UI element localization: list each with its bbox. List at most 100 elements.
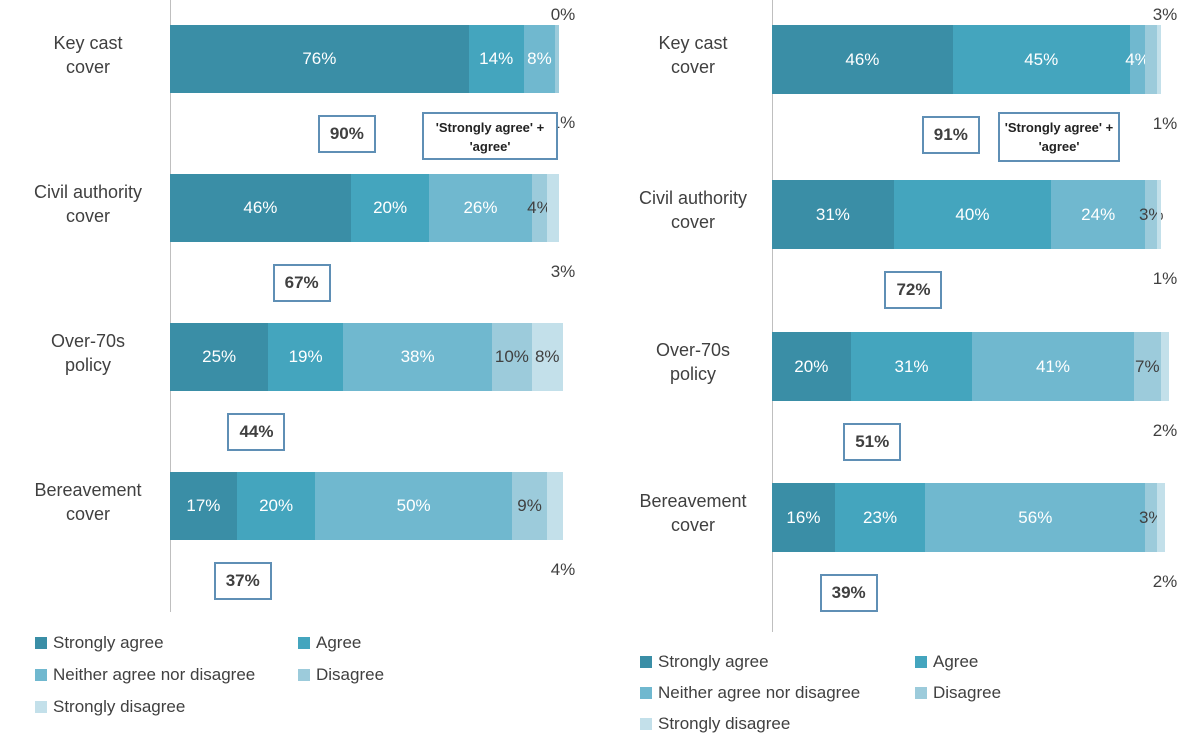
data-label: 3% xyxy=(1152,5,1178,24)
legend-swatch xyxy=(640,656,652,668)
total-box: 91% xyxy=(921,116,980,154)
data-label: 2% xyxy=(1152,421,1178,440)
axis-line xyxy=(772,0,773,632)
data-label: 24% xyxy=(1081,204,1116,224)
legend-item: Disagree xyxy=(298,665,384,685)
data-label: 31% xyxy=(815,204,850,224)
bar-segment xyxy=(1145,25,1158,94)
legend-swatch xyxy=(298,637,310,649)
data-label: 41% xyxy=(1035,356,1070,376)
bar-segment xyxy=(268,323,343,391)
data-label: 4% xyxy=(550,560,576,579)
bar-segment xyxy=(1145,483,1158,552)
total-box: 67% xyxy=(272,264,331,302)
data-label: 31% xyxy=(894,356,929,376)
legend-item: Strongly agree xyxy=(640,652,769,672)
legend-swatch xyxy=(35,669,47,681)
bar-segment xyxy=(1145,180,1158,249)
data-label: 19% xyxy=(288,347,323,366)
axis-line xyxy=(170,0,171,612)
data-label: 3% xyxy=(550,262,576,281)
legend-label: Strongly agree xyxy=(658,652,769,671)
bar-segment xyxy=(850,332,973,401)
data-label: 17% xyxy=(186,496,221,515)
category-label: Civil authority cover xyxy=(33,182,143,226)
data-label: 38% xyxy=(400,347,435,366)
bar-segment xyxy=(1129,25,1146,94)
data-label: 14% xyxy=(479,49,514,68)
bar-segment xyxy=(555,25,560,93)
legend-item: Disagree xyxy=(915,683,1001,703)
data-label: 76% xyxy=(302,49,337,68)
bar-segment xyxy=(1157,180,1162,249)
data-label: 26% xyxy=(463,198,498,217)
total-box: 90% xyxy=(317,115,376,153)
data-label: 4% xyxy=(1125,49,1150,69)
legend-label: Disagree xyxy=(933,683,1002,702)
legend-label: Neither agree nor disagree xyxy=(53,665,256,684)
bar-segment xyxy=(170,25,469,93)
data-label: 45% xyxy=(1024,49,1059,69)
data-label: 56% xyxy=(1018,507,1053,527)
annotation: 'Strongly agree' + 'agree' xyxy=(998,112,1120,162)
data-label: 2% xyxy=(1152,572,1178,591)
category-label: Over-70s policy xyxy=(50,331,126,375)
bar-segment xyxy=(772,483,835,552)
data-label: 3% xyxy=(1138,507,1164,527)
bar-segment xyxy=(772,25,953,94)
bar-segment xyxy=(170,472,237,540)
category-label: Key cast cover xyxy=(53,33,123,77)
legend-swatch xyxy=(915,687,927,699)
legend-swatch xyxy=(35,701,47,713)
total-box: 72% xyxy=(884,271,943,309)
legend-label: Neither agree nor disagree xyxy=(658,683,861,702)
bar-segment xyxy=(972,332,1134,401)
bar-segment xyxy=(834,483,926,552)
data-label: 0% xyxy=(550,5,576,24)
bar-segment xyxy=(952,25,1130,94)
data-label: 3% xyxy=(1138,204,1164,224)
legend-item: Strongly agree xyxy=(35,633,164,653)
bar-segment xyxy=(1133,332,1162,401)
data-label: 1% xyxy=(1152,114,1178,133)
bar-segment xyxy=(523,25,556,93)
category-label: Bereavement cover xyxy=(639,491,747,535)
bar-segment xyxy=(342,323,493,391)
bar-segment xyxy=(170,323,269,391)
bar-segment xyxy=(492,323,532,391)
bar-segment xyxy=(925,483,1146,552)
bar-segment xyxy=(429,174,532,242)
bar-segment xyxy=(531,323,563,391)
data-label: 50% xyxy=(396,496,431,515)
bar-segment xyxy=(547,174,560,242)
bar-segment xyxy=(315,472,512,540)
bar-segment xyxy=(1161,332,1169,401)
category-label: Bereavement cover xyxy=(34,480,142,524)
data-label: 46% xyxy=(243,198,278,217)
legend-swatch xyxy=(298,669,310,681)
data-label: 7% xyxy=(1135,356,1160,376)
legend-label: Agree xyxy=(316,633,362,652)
data-label: 8% xyxy=(534,347,560,366)
total-box: 51% xyxy=(843,423,902,461)
bar-segment xyxy=(236,472,316,540)
data-label: 20% xyxy=(794,356,829,376)
legend-swatch xyxy=(915,656,927,668)
category-label: Key cast cover xyxy=(658,33,728,77)
data-label: 46% xyxy=(845,49,880,69)
bar-segment xyxy=(170,174,351,242)
bar-segment xyxy=(350,174,430,242)
data-label: 9% xyxy=(517,496,542,515)
legend-item: Neither agree nor disagree xyxy=(640,683,860,703)
bar-segment xyxy=(1157,25,1162,94)
data-label: 1% xyxy=(1152,269,1178,288)
data-label: 25% xyxy=(202,347,237,366)
data-label: 23% xyxy=(863,507,898,527)
legend-item: Strongly disagree xyxy=(35,697,185,717)
data-label: 20% xyxy=(373,198,408,217)
total-box: 44% xyxy=(227,413,286,451)
bar-segment xyxy=(772,180,894,249)
legend-swatch xyxy=(640,687,652,699)
category-label: Civil authority cover xyxy=(638,188,748,232)
